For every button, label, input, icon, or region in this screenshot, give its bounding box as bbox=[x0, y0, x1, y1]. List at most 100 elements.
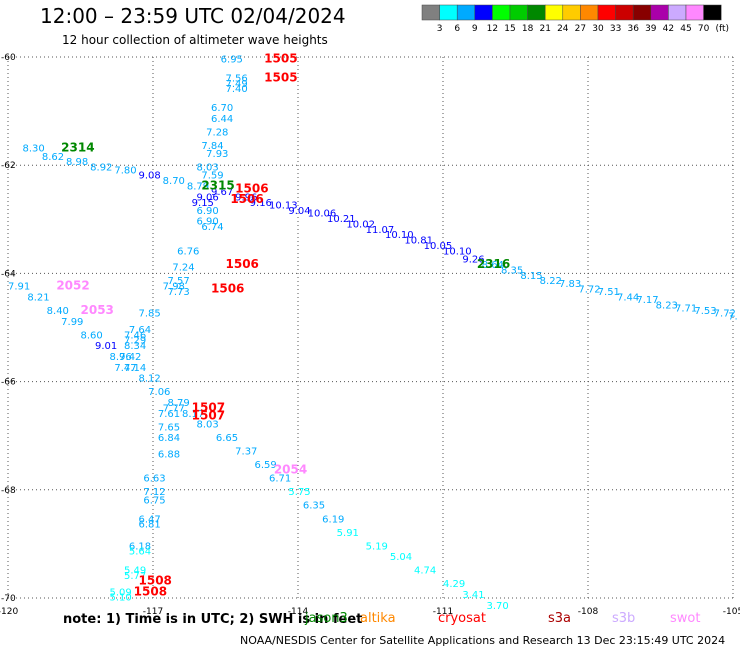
wave-height-label: 6.63 bbox=[143, 474, 165, 485]
wave-height-label: 6.75 bbox=[143, 495, 165, 506]
wave-height-label: 5.10 bbox=[110, 593, 132, 604]
satellite-label-cryosat: cryosat bbox=[438, 611, 486, 626]
wave-height-label: 3.70 bbox=[487, 601, 509, 612]
wave-height-label: 7.49 bbox=[226, 79, 248, 90]
wave-height-label: 7.56 bbox=[226, 73, 248, 84]
wave-height-label: 6.35 bbox=[303, 501, 325, 512]
wave-height-label: 6.74 bbox=[201, 222, 223, 233]
scale-label: 70 bbox=[698, 24, 710, 34]
wave-height-label: 7.71 bbox=[675, 303, 697, 314]
wave-height-label: 8.30 bbox=[23, 144, 45, 155]
wave-height-label: 8.03 bbox=[197, 420, 219, 431]
wave-height-label: 7.64 bbox=[129, 325, 151, 336]
x-tick-label: -114 bbox=[288, 607, 309, 617]
wave-height-label: 5.09 bbox=[110, 587, 132, 598]
wave-height-label: 7.84 bbox=[201, 141, 223, 152]
wave-height-label: 8.34 bbox=[124, 341, 146, 352]
pass-number-label: 2052 bbox=[56, 279, 89, 293]
wave-height-label: 7.73 bbox=[168, 287, 190, 298]
wave-height-label: 6.88 bbox=[158, 449, 180, 460]
scale-label: 33 bbox=[610, 24, 621, 34]
wave-height-label: 6.71 bbox=[269, 474, 291, 485]
wave-height-label: 7.72 bbox=[714, 309, 736, 320]
scale-label: 42 bbox=[663, 24, 674, 34]
y-tick-label: -66 bbox=[1, 378, 16, 388]
wave-height-label: 7.46 bbox=[124, 330, 146, 341]
scale-label: 30 bbox=[592, 24, 604, 34]
wave-height-label: 9.06 bbox=[197, 192, 219, 203]
x-tick-label: -108 bbox=[578, 607, 599, 617]
wave-height-label: 9.96 bbox=[235, 192, 257, 203]
wave-height-label: 7.98 bbox=[163, 282, 185, 293]
wave-height-label: 6.90 bbox=[197, 206, 219, 217]
pass-number-label: 1506 bbox=[211, 281, 244, 295]
wave-height-label: 6.18 bbox=[129, 541, 151, 552]
wave-height-label: 6.81 bbox=[139, 520, 161, 531]
wave-height-label: 7.44 bbox=[617, 292, 639, 303]
scale-label: 36 bbox=[627, 24, 639, 34]
wave-height-label: 7.42 bbox=[119, 352, 141, 363]
wave-height-label: 7.29 bbox=[124, 336, 146, 347]
wave-height-label: 8.79 bbox=[187, 182, 209, 193]
wave-height-label: 8.21 bbox=[27, 292, 49, 303]
wave-height-label: 10.02 bbox=[346, 219, 375, 230]
scale-label: 45 bbox=[680, 24, 691, 34]
wave-height-label: 7.85 bbox=[139, 309, 161, 320]
wave-height-label: 8.35 bbox=[501, 265, 523, 276]
wave-height-label: 7.17 bbox=[636, 295, 658, 306]
wave-height-label: 10.06 bbox=[308, 209, 337, 220]
wave-height-label: 8.62 bbox=[42, 152, 64, 163]
wave-height-label: 9.08 bbox=[139, 171, 161, 182]
wave-height-label: 6.59 bbox=[255, 460, 277, 471]
wave-height-label: 9.04 bbox=[288, 206, 310, 217]
y-tick-label: -64 bbox=[1, 269, 16, 279]
pass-number-label: 1508 bbox=[139, 573, 172, 587]
y-tick-label: -68 bbox=[1, 486, 16, 496]
scale-label: 21 bbox=[539, 24, 550, 34]
note-text: note: 1) Time is in UTC; 2) SWH is in fe… bbox=[63, 612, 363, 627]
wave-height-label: 7.72 bbox=[578, 284, 600, 295]
color-scale-legend: 3 6 9 12 15 18 21 24 27 30 33 36 39 42 45 70 (ft) bbox=[421, 4, 729, 34]
wave-height-label: 8.79 bbox=[168, 398, 190, 409]
wave-height-label: 7.37 bbox=[235, 447, 257, 458]
x-tick-label: -105 bbox=[723, 607, 740, 617]
pass-number-label: 1507 bbox=[192, 400, 225, 414]
wave-height-label: 7.14 bbox=[124, 363, 146, 374]
wave-height-label: 7.80 bbox=[114, 165, 136, 176]
pass-number-label: 1505 bbox=[264, 70, 297, 84]
wave-height-label: 11.07 bbox=[366, 225, 395, 236]
wave-height-label: 10.81 bbox=[404, 236, 433, 247]
wave-height-label: 7. bbox=[728, 311, 738, 322]
wave-height-label: 9.16 bbox=[250, 198, 272, 209]
wave-height-label: 8.96 bbox=[110, 352, 132, 363]
scale-label: 39 bbox=[645, 24, 657, 34]
wave-height-label: 8.60 bbox=[81, 330, 103, 341]
satellite-label-altika: altika bbox=[360, 611, 396, 626]
scale-label: 9 bbox=[472, 24, 478, 34]
wave-height-label: 8.22 bbox=[540, 276, 562, 287]
wave-height-label: 8.40 bbox=[47, 306, 69, 317]
pass-number-label: 2314 bbox=[61, 141, 94, 155]
x-tick-label: -117 bbox=[143, 607, 163, 617]
scale-label: 6 bbox=[454, 24, 460, 34]
satellite-legend: jason3 altika cryosat s3a s3b swot bbox=[0, 611, 740, 629]
wave-height-label: 8.64 bbox=[482, 260, 504, 271]
scale-unit: (ft) bbox=[715, 24, 729, 34]
wave-height-label: 8.03 bbox=[197, 163, 219, 174]
wave-height-label: 3.41 bbox=[462, 590, 484, 601]
wave-height-label: 7.59 bbox=[201, 171, 223, 182]
wave-height-label: 8.17 bbox=[182, 409, 204, 420]
chart-title: 12:00 – 23:59 UTC 02/04/2024 bbox=[40, 4, 346, 28]
scale-label: 12 bbox=[487, 24, 498, 34]
x-tick-label: -111 bbox=[433, 607, 453, 617]
wave-height-label: 6.76 bbox=[177, 246, 199, 257]
wave-height-label: 9.15 bbox=[192, 198, 214, 209]
pass-number-label: 1506 bbox=[230, 192, 263, 206]
pass-number-label: 1507 bbox=[192, 408, 225, 422]
wave-height-label: 5.49 bbox=[124, 566, 146, 577]
wave-height-label: 6.70 bbox=[211, 103, 233, 114]
wave-height-label: 7.12 bbox=[143, 487, 165, 498]
wave-height-label: 7.83 bbox=[559, 279, 581, 290]
wave-height-label: 10.10 bbox=[443, 246, 472, 257]
wave-height-label: 6.19 bbox=[322, 514, 344, 525]
